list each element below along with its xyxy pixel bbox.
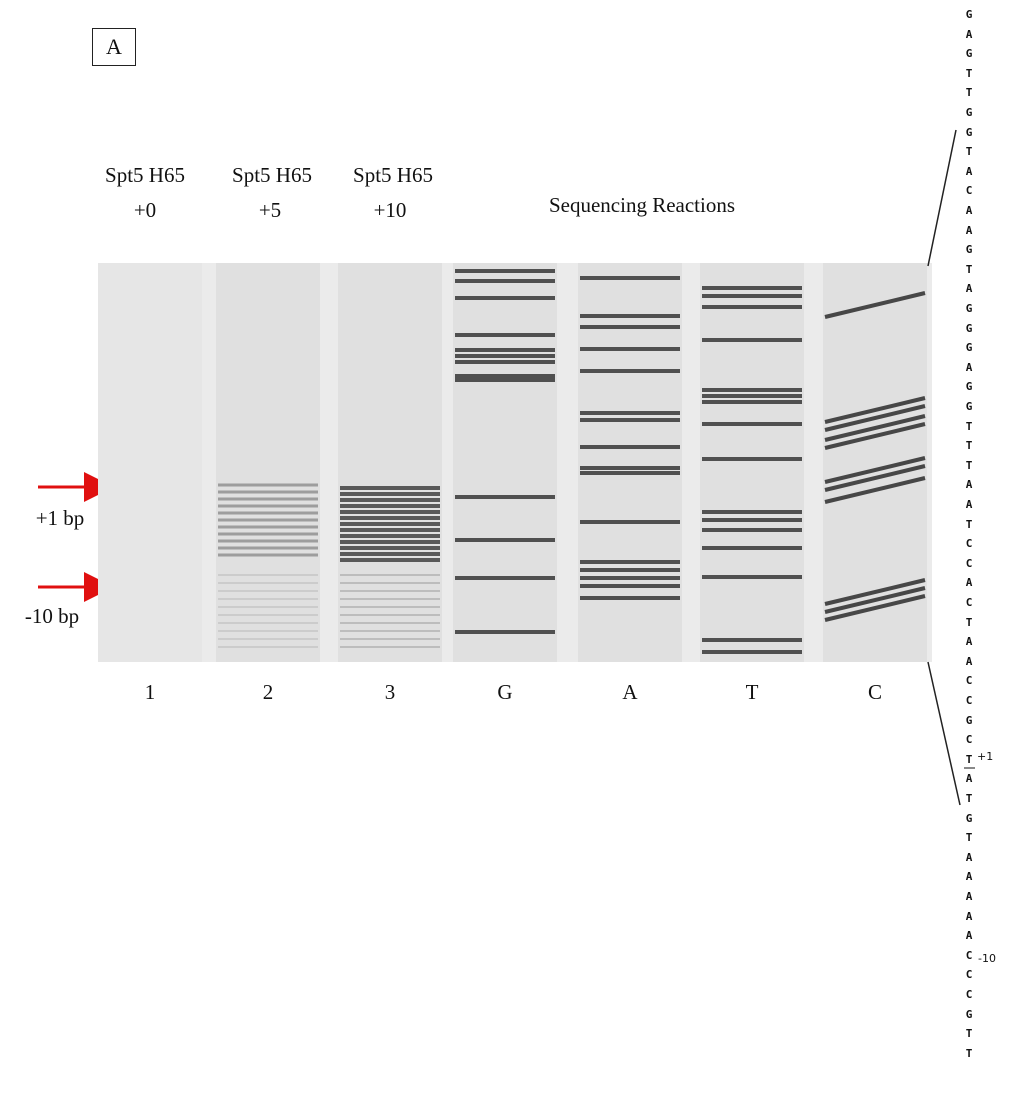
sequence-letter: A (965, 850, 973, 864)
lane-header: Spt5 H65 (353, 163, 433, 187)
gel-band (824, 404, 926, 432)
sequence-letter: T (965, 517, 973, 531)
sequence-letter: T (965, 86, 973, 100)
sequence-letter: T (965, 831, 973, 845)
gel-band (824, 464, 926, 492)
sequence-letter: G (965, 106, 973, 119)
sequence-letter: A (965, 772, 973, 786)
sequence-letter: T (965, 419, 973, 433)
sequence-letter: G (965, 243, 973, 257)
sequence-letter: A (965, 654, 973, 668)
zoom-line (927, 661, 961, 806)
sequence-letter: A (965, 360, 973, 374)
sequence-letter: G (965, 811, 973, 825)
lane-label: C (867, 680, 883, 704)
sequence-letter: G (965, 47, 973, 61)
sequence-letter: A (965, 498, 973, 511)
gel-band (824, 396, 926, 424)
sequence-letter: A (965, 27, 973, 41)
lane-label: 2 (262, 680, 274, 704)
sequence-letter: A (965, 890, 973, 903)
sequence-letter: A (965, 909, 973, 923)
sequence-letter: G (965, 1007, 973, 1021)
sequence-letter: G (965, 125, 973, 139)
sequence-letter: A (965, 929, 973, 943)
gel-band (824, 594, 926, 622)
sequence-letter: T (965, 66, 973, 80)
sequence-letter: G (965, 8, 973, 21)
sequence-letter: G (965, 321, 973, 335)
lane-condition: +10 (373, 198, 407, 222)
group-header: Sequencing Reactions (548, 193, 736, 217)
sequence-letter: T (965, 262, 973, 276)
sequence-letter: C (965, 733, 973, 747)
sequence-letter: T (965, 1046, 973, 1060)
lane-label: T (745, 680, 759, 704)
lane-label: 1 (144, 680, 156, 704)
sequence-letter: T (965, 615, 973, 629)
sequence-letter: A (965, 164, 973, 178)
gel-lane (98, 263, 202, 662)
sequence-mark: -10 (978, 952, 996, 965)
sequence-letter: T (965, 1027, 973, 1041)
gel-lane (578, 263, 682, 662)
sequence-letter: A (965, 204, 973, 217)
sequence-letter: C (965, 968, 973, 982)
sequence-letter: T (965, 752, 973, 766)
sequence-letter: C (965, 948, 973, 962)
gel-band (824, 422, 926, 450)
gel-band (824, 456, 926, 484)
sequence-letter: G (965, 341, 973, 355)
sequence-letter: G (965, 400, 973, 413)
lane-label: 3 (384, 680, 396, 704)
sequence-letter: G (965, 713, 973, 727)
gel-lane (700, 263, 804, 662)
arrow-label: +1 bp (35, 506, 85, 530)
lane-condition: +0 (133, 198, 157, 222)
sequence-letter: T (965, 458, 973, 472)
sequence-letter: A (965, 576, 973, 590)
lane-label: G (497, 680, 513, 704)
sequence-letter: C (965, 537, 973, 551)
sequence-letter: C (965, 694, 973, 707)
sequence-letter: A (965, 223, 973, 237)
sequence-letter: T (965, 145, 973, 159)
gel-band (824, 586, 926, 614)
gel-lane (453, 263, 557, 662)
panel-label: A (92, 28, 136, 66)
sequence-letter: C (965, 596, 973, 609)
sequence-letter: A (965, 282, 973, 296)
lane-header: Spt5 H65 (232, 163, 312, 187)
lane-label: A (622, 680, 638, 704)
gel-band (824, 578, 926, 606)
arrow-label: -10 bp (24, 604, 80, 628)
zoom-line (927, 129, 957, 267)
sequence-letter: T (965, 792, 973, 805)
sequence-letter: G (965, 380, 973, 394)
lane-header: Spt5 H65 (105, 163, 185, 187)
gel-lane (338, 263, 442, 662)
gel-band (824, 476, 926, 504)
sequence-letter: C (965, 556, 973, 570)
sequence-letter: C (965, 674, 973, 688)
lane-condition: +5 (258, 198, 282, 222)
sequence-letter: G (965, 302, 973, 315)
sequence-letter: C (965, 184, 973, 198)
sequence-letter: C (965, 988, 973, 1001)
gel-band (824, 414, 926, 442)
sequence-letter: A (965, 635, 973, 649)
sequence-mark: +1 (977, 750, 994, 763)
sequence-letter: A (965, 478, 973, 492)
sequence-letter: T (965, 439, 973, 453)
gel-lane (216, 263, 320, 662)
gel-band (824, 291, 926, 319)
sequence-letter: A (965, 870, 973, 884)
